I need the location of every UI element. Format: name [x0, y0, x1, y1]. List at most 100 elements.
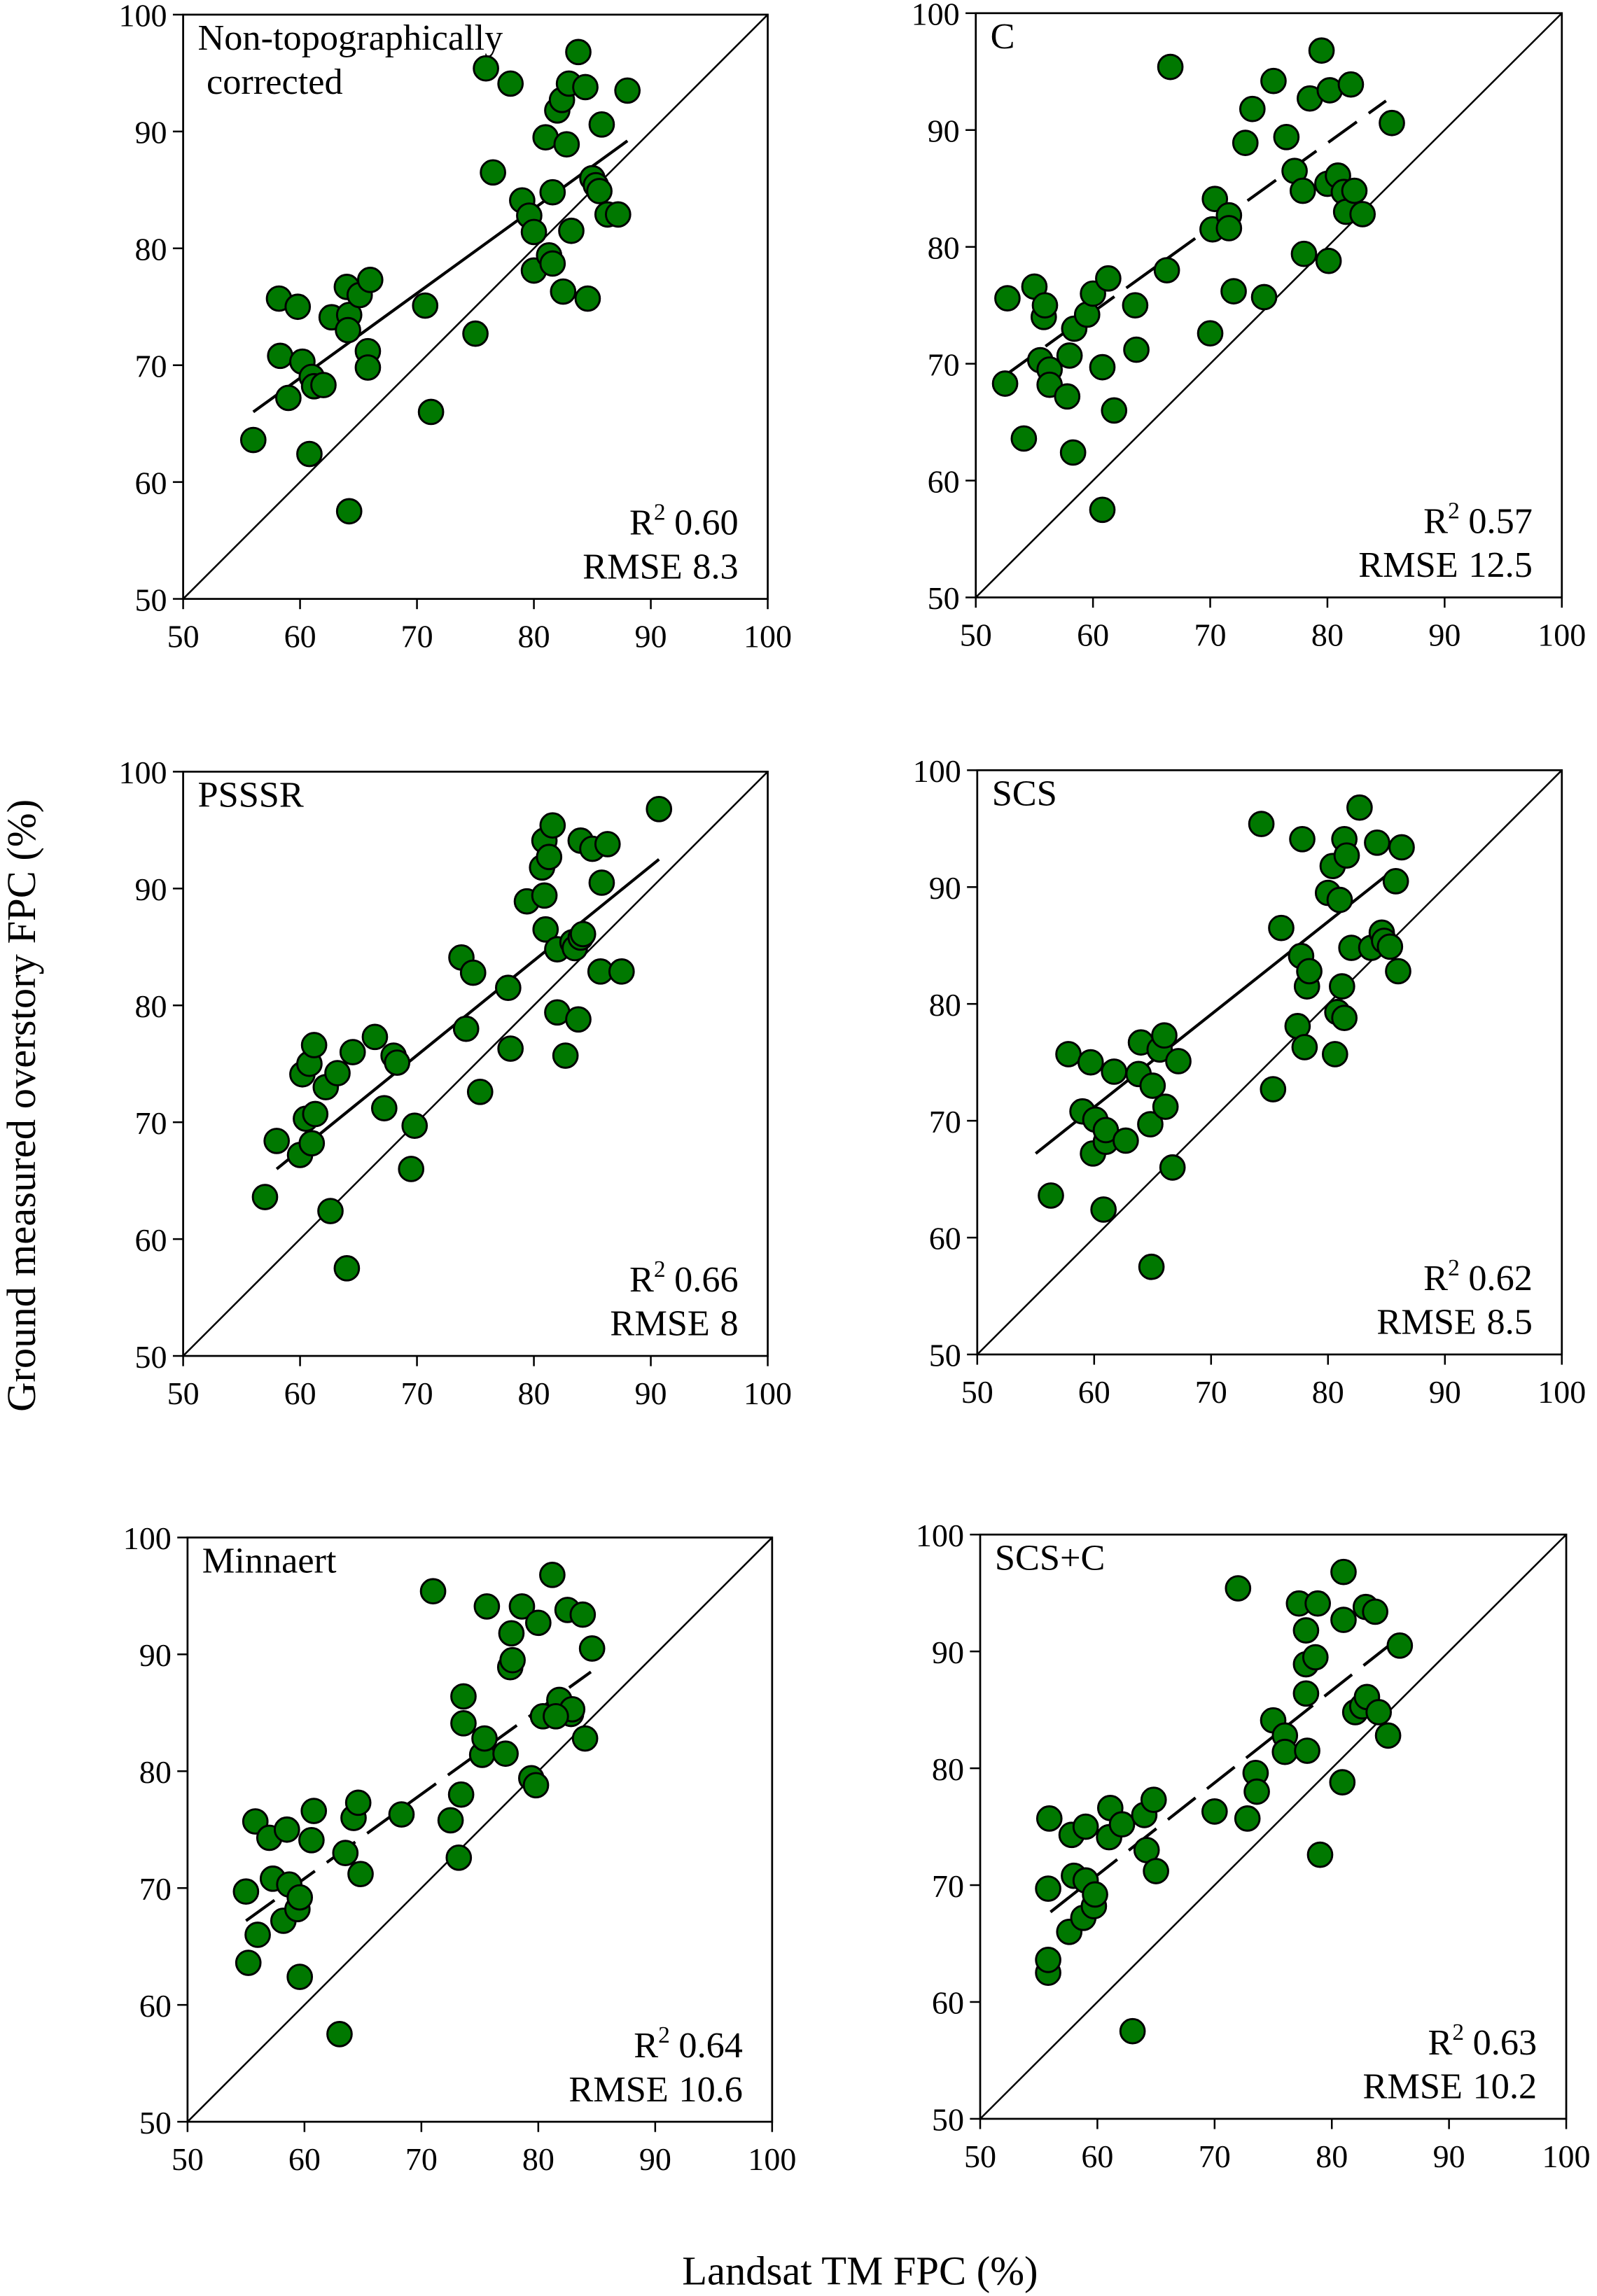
data-point	[539, 178, 566, 206]
data-point	[267, 342, 294, 370]
r-squared-value: 0.62	[1468, 1258, 1533, 1298]
data-point	[1349, 201, 1376, 227]
x-tick-label: 100	[744, 1376, 792, 1411]
r-squared-annotation: R2 0.62	[1423, 1255, 1533, 1298]
r-superscript: 2	[654, 500, 666, 526]
data-point	[1225, 1575, 1252, 1602]
rmse-annotation: RMSE 8.3	[583, 546, 738, 587]
y-tick-label: 60	[135, 465, 167, 500]
data-point	[275, 384, 302, 412]
plot-frame	[182, 771, 769, 1357]
one-to-one-line	[186, 1536, 773, 2122]
data-point	[571, 1725, 599, 1752]
y-tick-label: 50	[139, 2105, 172, 2141]
x-tick-label: 100	[1537, 617, 1586, 653]
data-point	[232, 1878, 260, 1905]
data-point	[1302, 1644, 1329, 1671]
rmse-label: RMSE	[569, 2069, 668, 2110]
data-point	[1248, 811, 1275, 837]
data-point	[356, 267, 384, 293]
data-point	[450, 1710, 477, 1737]
data-point	[1035, 1875, 1061, 1902]
plot-frame	[979, 1533, 1568, 2120]
data-point	[335, 316, 361, 344]
data-point	[574, 285, 601, 312]
data-point	[437, 1807, 464, 1834]
data-point	[1321, 1041, 1348, 1068]
data-point	[263, 1128, 291, 1154]
r-squared-value: 0.60	[674, 503, 739, 543]
data-point	[1337, 71, 1365, 98]
one-to-one-line	[182, 14, 769, 600]
data-point	[361, 1023, 389, 1051]
y-tick-label: 60	[932, 1985, 964, 2021]
data-point	[450, 1683, 477, 1710]
data-point	[543, 1703, 569, 1730]
data-point	[522, 1772, 550, 1799]
r-superscript: 2	[658, 2022, 670, 2048]
data-point	[1346, 794, 1373, 821]
data-point	[335, 498, 363, 525]
data-point	[317, 1198, 344, 1224]
data-point	[286, 1963, 314, 1990]
data-point	[480, 159, 506, 186]
y-tick-label: 100	[119, 0, 167, 34]
data-point	[588, 869, 615, 896]
data-point	[1152, 1093, 1179, 1120]
data-point	[1122, 292, 1149, 318]
data-point	[1388, 834, 1415, 861]
x-tick-label: 60	[284, 1376, 316, 1411]
data-point	[588, 111, 615, 138]
y-axis-title: Ground measured overstory FPC (%)	[0, 799, 44, 1412]
data-point	[550, 278, 577, 305]
y-tick-label: 70	[929, 1104, 961, 1140]
data-point	[284, 293, 312, 321]
data-point	[1374, 1722, 1402, 1749]
data-point	[302, 1100, 329, 1128]
x-tick-label: 50	[964, 2138, 996, 2174]
data-point	[1308, 37, 1335, 64]
y-tick-label: 60	[929, 1221, 961, 1256]
data-point	[333, 1255, 361, 1282]
data-point	[569, 920, 597, 948]
data-point	[388, 1801, 415, 1828]
regression-line	[1004, 99, 1387, 377]
y-tick-label: 100	[916, 1518, 964, 1553]
x-tick-label: 80	[1316, 2138, 1348, 2174]
data-point	[1095, 265, 1122, 292]
x-tick-label: 90	[635, 619, 667, 654]
x-tick-label: 60	[1078, 1374, 1110, 1410]
data-point	[1055, 1041, 1082, 1068]
data-point	[536, 844, 563, 871]
rmse-value: 8	[720, 1303, 739, 1344]
r-squared-value: 0.63	[1473, 2022, 1537, 2063]
y-tick-label: 80	[932, 1751, 964, 1787]
y-tick-label: 90	[135, 115, 167, 150]
data-point	[1082, 1881, 1108, 1908]
data-point	[1197, 320, 1224, 347]
data-point	[473, 55, 499, 82]
data-point	[498, 1620, 525, 1647]
data-point	[1306, 1841, 1334, 1868]
data-point	[1220, 278, 1247, 304]
data-point	[1119, 2017, 1146, 2045]
rmse-label: RMSE	[1363, 2066, 1463, 2107]
data-point	[1108, 1811, 1136, 1838]
data-point	[412, 292, 439, 319]
data-point	[332, 1840, 359, 1866]
y-tick-label: 70	[139, 1871, 172, 1907]
x-tick-label: 100	[744, 619, 792, 654]
y-tick-label: 100	[119, 755, 167, 790]
data-point	[473, 1593, 501, 1620]
data-point	[1101, 1058, 1128, 1085]
x-tick-label: 80	[518, 1376, 550, 1411]
y-tick-label: 90	[139, 1637, 172, 1673]
one-to-one-line	[182, 771, 769, 1357]
data-point	[1379, 109, 1405, 136]
y-tick-label: 90	[135, 872, 167, 907]
y-tick-label: 100	[913, 753, 961, 789]
data-point	[1376, 933, 1404, 960]
y-tick-label: 50	[928, 580, 960, 616]
y-tick-label: 60	[139, 1988, 172, 2024]
